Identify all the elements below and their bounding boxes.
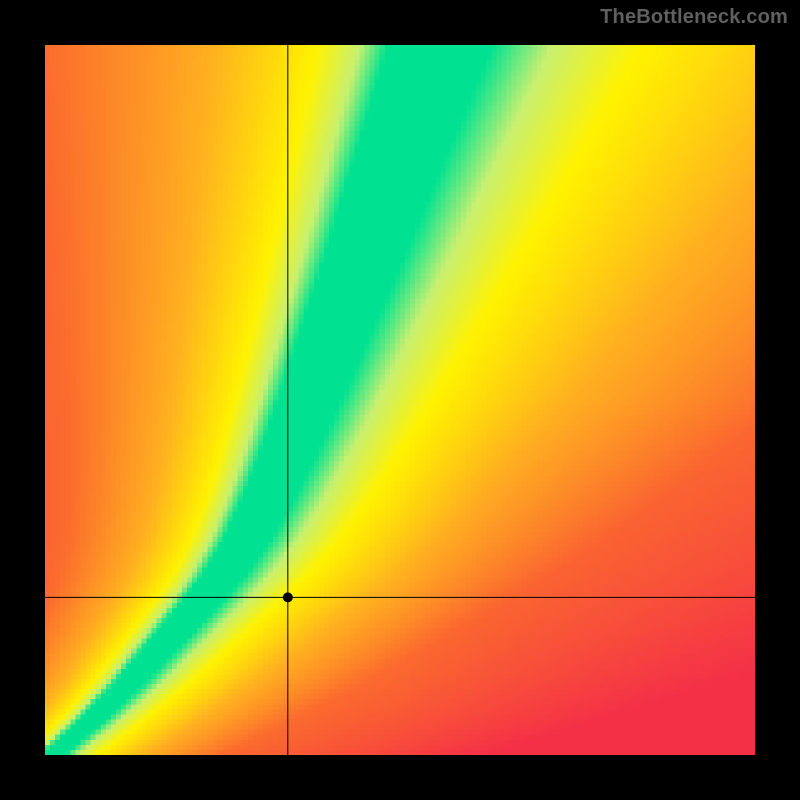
watermark-text: TheBottleneck.com — [600, 6, 788, 29]
chart-container: { "watermark": { "text": "TheBottleneck.… — [0, 0, 800, 800]
bottleneck-heatmap — [45, 45, 755, 755]
